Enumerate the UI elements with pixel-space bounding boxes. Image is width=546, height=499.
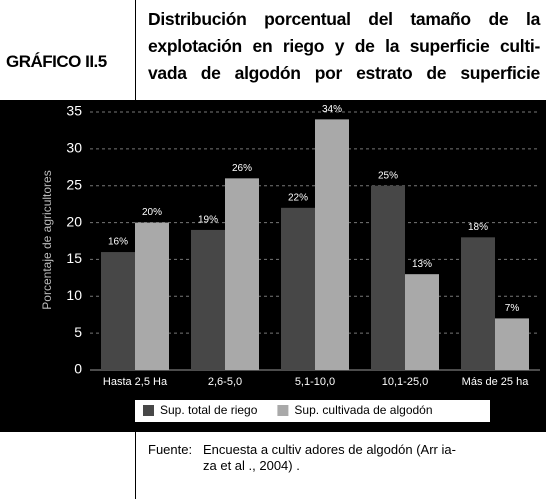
value-label: 25% <box>378 170 398 181</box>
bar <box>371 185 405 370</box>
y-tick-label: 20 <box>66 213 82 229</box>
legend-label: Sup. cultivada de algodón <box>294 403 432 417</box>
divider <box>135 432 136 499</box>
legend-label: Sup. total de riego <box>160 403 258 417</box>
value-label: 13% <box>412 259 432 270</box>
bar <box>315 119 349 370</box>
y-axis-label: Porcentaje de agricultores <box>40 170 54 309</box>
bar <box>101 252 135 370</box>
x-tick-label: 2,6-5,0 <box>208 376 242 388</box>
value-label: 34% <box>322 104 342 115</box>
value-label: 20% <box>142 207 162 218</box>
legend-swatch <box>143 405 154 416</box>
value-label: 22% <box>288 192 308 203</box>
x-tick-label: Hasta 2,5 Ha <box>103 376 168 388</box>
x-tick-label: 10,1-25,0 <box>382 376 428 388</box>
y-tick-label: 10 <box>66 287 82 303</box>
figure-label: GRÁFICO II.5 <box>6 52 107 71</box>
source-label: Fuente: <box>148 442 193 457</box>
y-tick-label: 35 <box>66 103 82 119</box>
y-tick-label: 0 <box>74 361 82 377</box>
y-tick-label: 5 <box>74 324 82 340</box>
value-label: 19% <box>198 215 218 226</box>
x-tick-label: Más de 25 ha <box>462 376 530 388</box>
value-label: 18% <box>468 222 488 233</box>
bar <box>225 178 259 370</box>
bar <box>191 229 225 370</box>
title-line: Distribución porcentual del tamaño de la <box>148 9 540 29</box>
bar <box>281 207 315 370</box>
value-label: 16% <box>108 237 128 248</box>
source-line: za et al ., 2004) . <box>203 458 300 473</box>
chart-background <box>0 100 546 432</box>
y-tick-label: 30 <box>66 140 82 156</box>
source-text: Encuesta a cultiv adores de algodón (Arr… <box>203 442 533 474</box>
divider <box>135 0 136 100</box>
title-line: vada de algodón por estrato de superfici… <box>148 63 540 83</box>
bar <box>135 222 169 370</box>
y-tick-label: 15 <box>66 250 82 266</box>
bar <box>405 274 439 370</box>
title: Distribución porcentual del tamaño de la… <box>148 6 540 87</box>
legend <box>135 400 490 422</box>
bar <box>461 237 495 370</box>
bar <box>495 318 529 370</box>
title-line: explotación en riego y de la superficie … <box>148 36 540 56</box>
y-tick-label: 25 <box>66 176 82 192</box>
value-label: 26% <box>232 163 252 174</box>
value-label: 7% <box>505 303 520 314</box>
chart: Porcentaje de agricultores 0 5 10 15 20 25 30 3… <box>0 100 546 432</box>
x-tick-label: 5,1-10,0 <box>295 376 335 388</box>
source-line: Encuesta a cultiv adores de algodón (Arr… <box>203 442 456 457</box>
legend-swatch <box>277 405 289 416</box>
